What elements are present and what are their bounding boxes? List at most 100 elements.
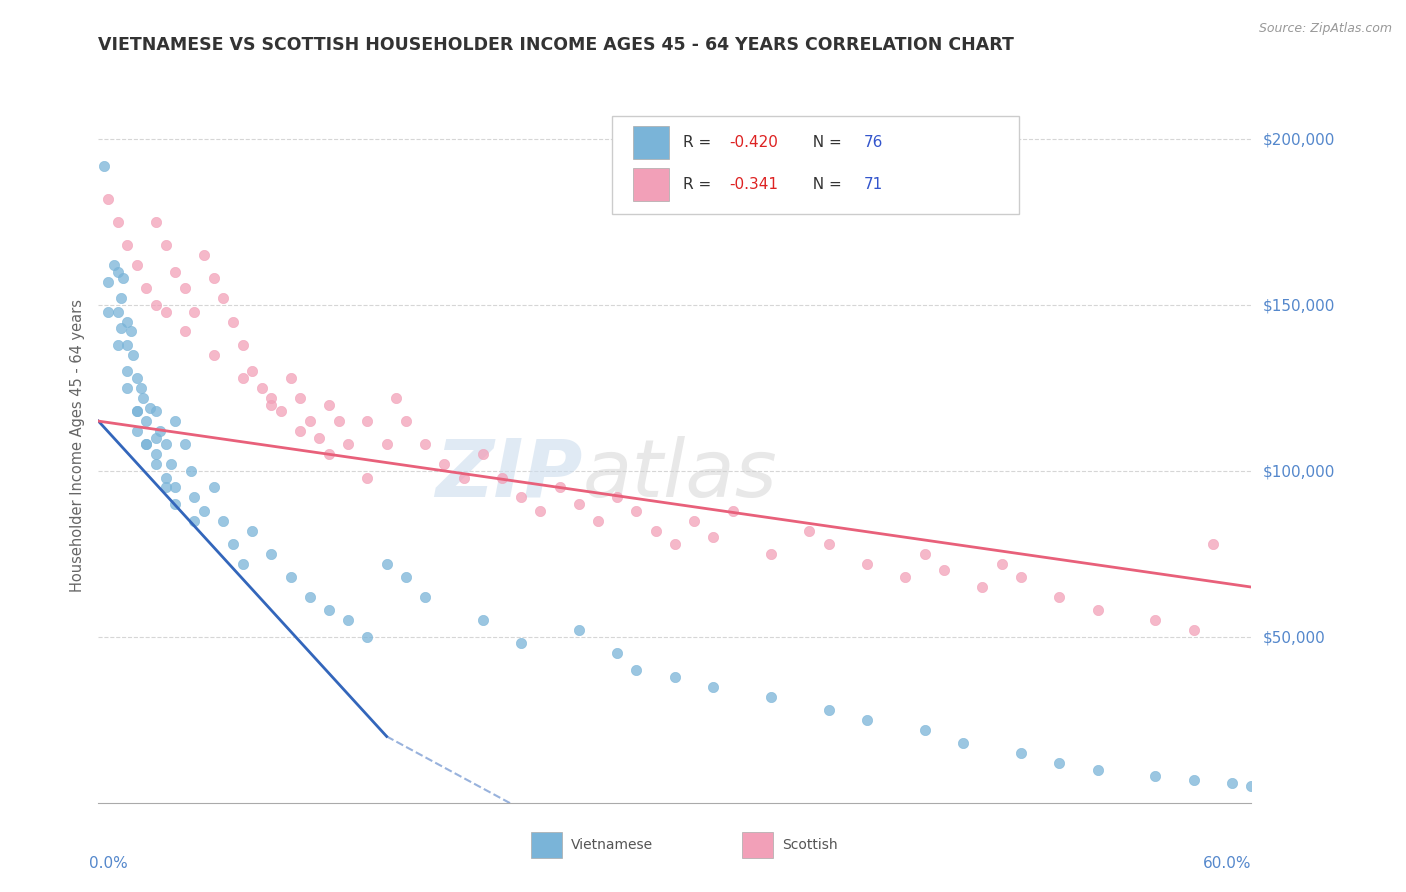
Text: 0.0%: 0.0% [89,856,128,871]
Point [914,723,936,737]
Point [1010,570,1032,584]
Point [97,275,120,289]
Text: R =: R = [683,178,717,192]
Point [952,736,974,750]
Point [337,613,360,627]
Point [1144,613,1167,627]
Point [145,404,167,418]
Point [990,557,1012,571]
Text: VIETNAMESE VS SCOTTISH HOUSEHOLDER INCOME AGES 45 - 64 YEARS CORRELATION CHART: VIETNAMESE VS SCOTTISH HOUSEHOLDER INCOM… [98,36,1014,54]
Point [491,470,513,484]
Point [328,414,350,428]
Point [145,298,167,312]
Point [155,470,177,484]
Point [280,570,302,584]
Point [97,304,120,318]
Point [155,437,177,451]
Point [683,514,706,528]
Point [356,414,378,428]
Point [231,371,254,385]
Point [702,680,724,694]
Point [337,437,360,451]
Point [103,258,125,272]
Point [145,457,167,471]
Point [318,447,340,461]
Point [155,238,177,252]
Point [212,291,235,305]
Point [385,391,408,405]
Point [1240,779,1263,793]
Point [183,304,205,318]
Point [759,547,782,561]
Point [510,491,533,505]
Text: -0.420: -0.420 [730,136,779,150]
Point [471,447,494,461]
Point [548,481,571,495]
Point [110,321,132,335]
Text: 76: 76 [863,136,883,150]
Point [1182,624,1205,638]
Point [413,590,436,604]
Point [894,570,917,584]
Point [626,504,648,518]
Point [135,414,157,428]
Text: Scottish: Scottish [782,838,838,852]
Point [471,613,494,627]
Point [125,371,148,385]
Point [135,437,157,451]
Point [202,271,225,285]
Point [972,580,994,594]
Point [308,431,330,445]
Point [117,364,138,378]
Point [117,238,138,252]
Point [165,414,187,428]
Point [606,491,628,505]
Point [107,215,129,229]
Point [270,404,292,418]
Point [174,281,197,295]
Point [222,314,245,328]
Point [606,647,628,661]
Point [180,464,202,478]
Point [240,364,263,378]
Point [817,537,839,551]
Point [453,470,475,484]
Point [664,670,686,684]
Point [231,557,254,571]
Point [799,524,821,538]
Point [120,325,142,339]
Point [193,504,215,518]
Point [298,590,321,604]
Point [702,530,724,544]
Point [280,371,302,385]
Point [395,570,418,584]
Point [149,424,172,438]
Point [165,497,187,511]
Point [250,381,273,395]
Point [1047,590,1070,604]
Point [260,547,283,561]
Point [107,338,129,352]
Point [664,537,686,551]
Point [174,437,197,451]
Point [202,481,225,495]
Text: atlas: atlas [582,435,778,514]
Point [721,504,744,518]
Point [135,281,157,295]
Point [260,391,283,405]
Point [139,401,162,415]
Point [529,504,551,518]
Point [129,381,152,395]
Point [93,159,115,173]
Point [932,564,955,578]
Point [375,437,398,451]
Point [1087,603,1109,617]
Point [125,404,148,418]
Point [117,314,138,328]
Text: 60.0%: 60.0% [1204,856,1251,871]
Point [231,338,254,352]
Point [183,514,205,528]
Point [375,557,398,571]
Point [644,524,666,538]
Text: ZIP: ZIP [436,435,582,514]
